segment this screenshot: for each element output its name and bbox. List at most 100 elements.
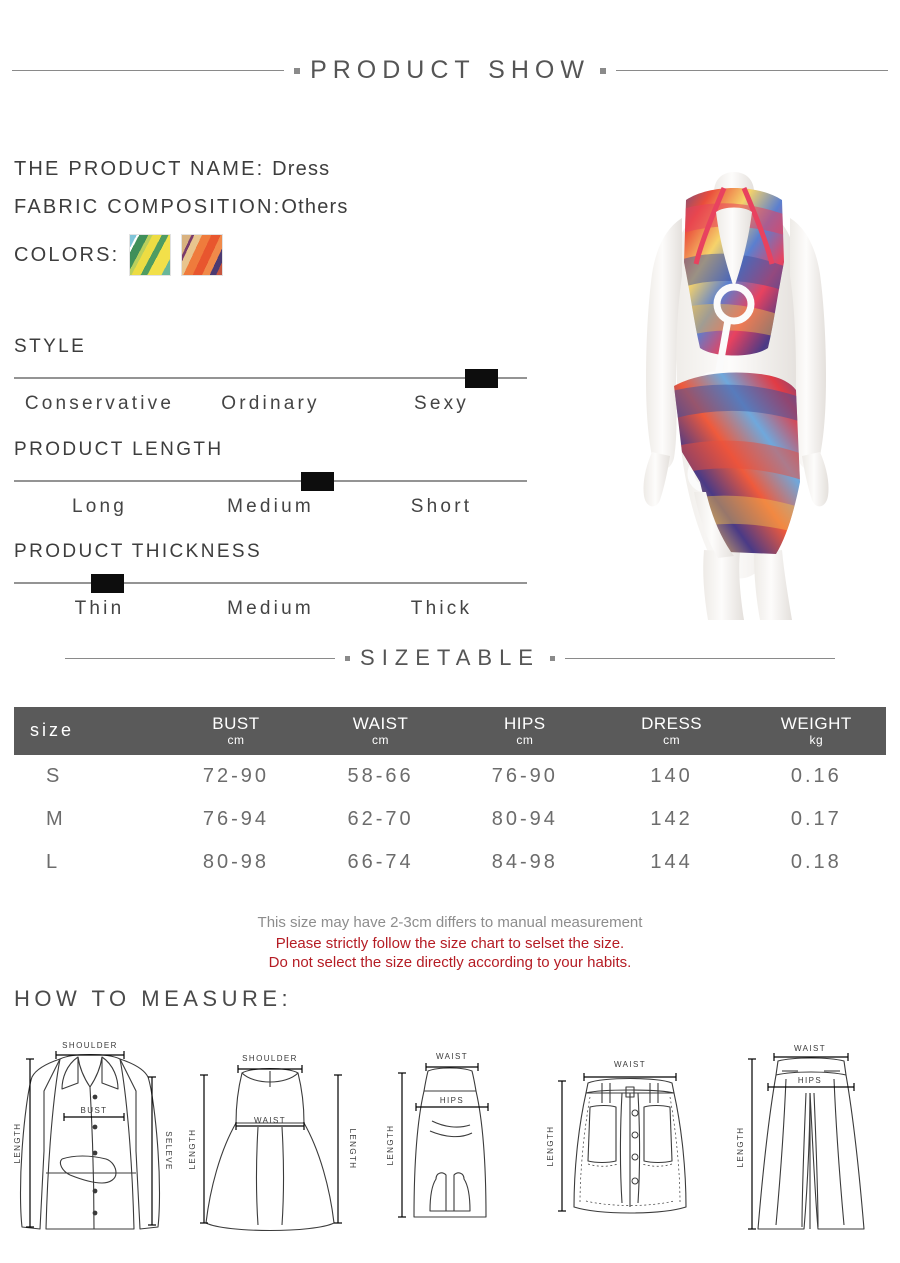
measure-label-shoulder: SHOULDER: [62, 1041, 118, 1050]
column-label-weight: WEIGHT: [780, 714, 852, 733]
cell-hips: 84-98: [491, 851, 558, 874]
column-header-size: size: [14, 707, 164, 756]
fabric-composition-value: Others: [281, 196, 349, 218]
header-square-bullet-left: [294, 67, 301, 74]
measure-figure-pants: WAIST HIPS LENGTH: [720, 1031, 900, 1246]
header-rule-left: [12, 70, 285, 71]
attribute-product-thickness-option-0[interactable]: Thin: [74, 598, 125, 619]
dress-skirt: [674, 372, 800, 558]
table-header-row: size BUST cm WAIST cm HIPS cm DRESS cm W…: [14, 707, 886, 756]
cell-waist: 58-66: [347, 765, 414, 788]
attribute-product-thickness-title: PRODUCT THICKNESS: [14, 541, 263, 562]
attribute-style-marker[interactable]: [465, 369, 499, 388]
column-header-waist: WAIST cm: [308, 707, 454, 756]
sizetable-square-bullet-right: [549, 655, 555, 661]
column-label-dress: DRESS: [641, 714, 703, 733]
attribute-product-thickness-track[interactable]: [14, 572, 527, 594]
product-name-value: Dress: [272, 158, 331, 180]
attribute-product-length-option-1[interactable]: Medium: [227, 496, 314, 517]
attribute-style-option-1[interactable]: Ordinary: [221, 393, 320, 414]
attribute-product-thickness-option-2[interactable]: Thick: [410, 598, 473, 619]
attribute-style-line: [14, 377, 527, 379]
column-unit-hips: cm: [516, 732, 534, 747]
measure-label-length: LENGTH: [13, 1123, 22, 1164]
attribute-product-thickness-line: [14, 582, 527, 584]
measure-label-length: LENGTH: [736, 1127, 745, 1168]
measure-label-hips: HIPS: [798, 1076, 822, 1085]
cell-hips: 76-90: [491, 765, 558, 788]
attribute-style-options: Conservative Ordinary Sexy: [14, 393, 527, 415]
cell-waist: 62-70: [347, 808, 414, 831]
attribute-product-length-line: [14, 480, 527, 482]
measure-label-waist: WAIST: [794, 1044, 826, 1053]
product-info-block: THE PRODUCT NAME: Dress FABRIC COMPOSITI…: [14, 158, 554, 276]
note-measurement-tolerance: This size may have 2-3cm differs to manu…: [257, 914, 643, 931]
attribute-product-length-marker[interactable]: [301, 472, 335, 491]
sizetable-rule-left: [65, 657, 336, 659]
dress-halter-top: [684, 187, 784, 356]
measure-figure-denim-mini-skirt: WAIST LENGTH: [540, 1031, 720, 1246]
colors-row: COLORS:: [14, 234, 554, 276]
fabric-composition-label: FABRIC COMPOSITION:: [14, 196, 282, 218]
column-label-size: size: [30, 720, 75, 741]
note-do-not-select-by-habit: Do not select the size directly accordin…: [268, 954, 632, 972]
column-unit-weight: kg: [809, 732, 824, 747]
cell-weight: 0.18: [790, 851, 842, 874]
fabric-composition-line: FABRIC COMPOSITION:Others: [14, 196, 554, 219]
measure-figure-pencil-skirt: WAIST HIPS LENGTH: [360, 1031, 540, 1246]
cell-bust: 76-94: [202, 808, 270, 831]
how-to-measure-title: HOW TO MEASURE:: [14, 986, 293, 1011]
attribute-product-length-title: PRODUCT LENGTH: [14, 439, 224, 460]
column-label-hips: HIPS: [503, 714, 546, 733]
product-name-label: THE PRODUCT NAME:: [14, 158, 265, 180]
measure-label-length: LENGTH: [386, 1125, 395, 1166]
attribute-style-title: STYLE: [14, 336, 87, 357]
attribute-style-track[interactable]: [14, 367, 527, 389]
attribute-product-length-option-0[interactable]: Long: [71, 496, 128, 517]
product-show-header: PRODUCT SHOW: [0, 56, 900, 85]
measure-label-waist: WAIST: [254, 1116, 286, 1125]
table-row: S 72-90 58-66 76-90 140 0.16: [14, 755, 886, 798]
note-follow-size-chart: Please strictly follow the size chart to…: [275, 934, 625, 952]
cell-dress: 144: [650, 851, 693, 874]
attribute-product-thickness: PRODUCT THICKNESS Thin Medium Thick: [14, 541, 527, 620]
product-photo[interactable]: [578, 152, 890, 620]
measure-label-length-right: LENGTH: [348, 1129, 357, 1170]
attribute-product-thickness-option-1[interactable]: Medium: [227, 598, 314, 619]
sizetable-header: SIZETABLE: [0, 645, 900, 671]
sizetable-rule-right: [564, 657, 835, 659]
table-row: L 80-98 66-74 84-98 144 0.18: [14, 841, 886, 884]
header-square-bullet-right: [599, 67, 606, 74]
column-unit-bust: cm: [227, 732, 245, 747]
attribute-product-thickness-options: Thin Medium Thick: [14, 598, 527, 620]
measure-label-length: LENGTH: [546, 1126, 555, 1167]
attribute-product-thickness-marker[interactable]: [90, 574, 124, 593]
column-label-bust: BUST: [212, 714, 260, 733]
cell-size: S: [46, 765, 61, 788]
cell-hips: 80-94: [491, 808, 558, 831]
attribute-product-length-track[interactable]: [14, 470, 527, 492]
cell-weight: 0.16: [790, 765, 842, 788]
cell-dress: 142: [650, 808, 693, 831]
colors-label: COLORS:: [14, 243, 120, 266]
measure-label-waist: WAIST: [614, 1060, 646, 1069]
page-title: PRODUCT SHOW: [310, 56, 590, 84]
table-row: M 76-94 62-70 80-94 142 0.17: [14, 798, 886, 841]
measure-label-length-left: LENGTH: [188, 1129, 197, 1170]
cell-dress: 140: [650, 765, 693, 788]
cell-size: L: [46, 851, 59, 874]
column-label-waist: WAIST: [352, 714, 409, 733]
measure-label-waist: WAIST: [436, 1052, 468, 1061]
color-swatch-tan-orange-purple[interactable]: [181, 234, 224, 276]
how-to-measure-figures: SHOULDER BUST LENGTH SELEVE SHOULDER: [0, 1026, 900, 1246]
attribute-style-option-0[interactable]: Conservative: [24, 393, 175, 414]
measure-figure-jacket: SHOULDER BUST LENGTH SELEVE: [0, 1031, 180, 1246]
attribute-style: STYLE Conservative Ordinary Sexy: [14, 336, 527, 415]
cell-size: M: [46, 808, 64, 831]
size-notes: This size may have 2-3cm differs to manu…: [0, 912, 900, 973]
attribute-style-option-2[interactable]: Sexy: [413, 393, 470, 414]
attribute-product-length-option-2[interactable]: Short: [410, 496, 473, 517]
color-swatch-blue-green-yellow[interactable]: [129, 234, 172, 276]
measure-label-shoulder: SHOULDER: [242, 1054, 298, 1063]
measure-label-hips: HIPS: [440, 1096, 464, 1105]
